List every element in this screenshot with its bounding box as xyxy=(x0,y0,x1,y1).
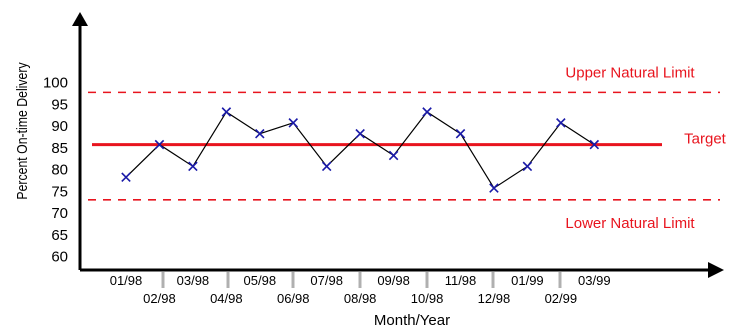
data-point-marker xyxy=(321,161,332,172)
x-tick-separator xyxy=(291,272,295,288)
x-tick-separator xyxy=(226,272,230,288)
data-point-marker xyxy=(355,128,365,139)
series xyxy=(121,107,600,193)
y-tick-label: 100 xyxy=(43,75,68,92)
y-tick-label: 95 xyxy=(51,96,68,113)
y-tick-label: 75 xyxy=(51,183,68,200)
x-tick-label: 09/98 xyxy=(377,273,410,288)
y-tick-label: 90 xyxy=(51,118,68,135)
data-point-marker xyxy=(154,139,165,150)
y-tick-label: 60 xyxy=(51,249,68,266)
data-point-marker xyxy=(288,118,299,128)
reference-lines: Upper Natural Limit Target Lower Natural L… xyxy=(88,64,727,232)
x-axis-arrow xyxy=(708,262,724,278)
data-point-marker xyxy=(188,161,198,172)
y-axis-arrow xyxy=(72,12,88,26)
x-tick-label: 06/98 xyxy=(277,291,310,306)
data-point-marker xyxy=(455,128,466,139)
x-tick-separator xyxy=(491,272,495,288)
x-tick-label: 05/98 xyxy=(244,273,277,288)
x-axis-ticks: 01/9802/9803/9804/9805/9806/9807/9808/98… xyxy=(110,272,611,306)
x-tick-label: 04/98 xyxy=(210,291,243,306)
x-tick-separator xyxy=(425,272,429,288)
y-tick-label: 80 xyxy=(51,162,68,179)
y-axis-title: Percent On-time Delivery xyxy=(14,62,30,199)
data-point-marker xyxy=(489,183,499,193)
x-tick-label: 12/98 xyxy=(478,291,511,306)
x-tick-label: 07/98 xyxy=(310,273,343,288)
axes xyxy=(72,12,724,278)
x-axis-title: Month/Year xyxy=(374,312,450,329)
data-point-marker xyxy=(388,150,399,161)
x-tick-label: 08/98 xyxy=(344,291,377,306)
data-point-marker xyxy=(522,161,533,172)
data-point-marker xyxy=(255,128,265,139)
reference-label-2: Lower Natural Limit xyxy=(565,215,695,232)
x-tick-separator xyxy=(558,272,562,288)
y-tick-label: 70 xyxy=(51,205,68,222)
y-tick-label: 65 xyxy=(51,227,68,244)
y-axis-ticks: 60 65 70 75 80 85 90 95 100 xyxy=(43,75,68,266)
data-point-marker xyxy=(589,139,600,150)
data-point-marker xyxy=(422,107,432,117)
x-tick-label: 10/98 xyxy=(411,291,444,306)
x-tick-label: 03/98 xyxy=(177,273,210,288)
data-point-marker xyxy=(121,172,131,182)
x-tick-label: 02/99 xyxy=(545,291,578,306)
x-tick-label: 01/99 xyxy=(511,273,544,288)
data-point-marker xyxy=(556,118,566,128)
x-tick-label: 01/98 xyxy=(110,273,143,288)
series-line xyxy=(125,111,595,189)
data-point-marker xyxy=(221,107,232,117)
reference-label-1: Target xyxy=(684,131,727,148)
x-tick-separator xyxy=(358,272,362,288)
reference-label-0: Upper Natural Limit xyxy=(565,64,695,81)
x-tick-label: 02/98 xyxy=(143,291,176,306)
x-tick-label: 03/99 xyxy=(578,273,611,288)
y-tick-label: 85 xyxy=(51,140,68,157)
x-tick-separator xyxy=(161,272,165,288)
x-tick-label: 11/98 xyxy=(445,273,477,288)
